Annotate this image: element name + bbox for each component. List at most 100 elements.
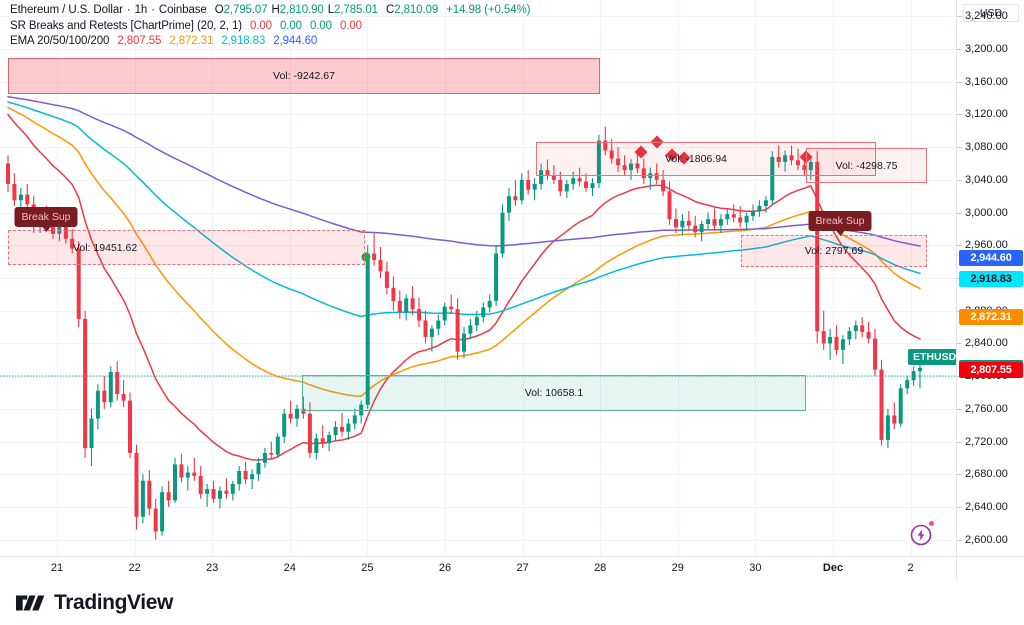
candle-body-92 bbox=[596, 140, 601, 184]
price-tick-6: 3,000.00 bbox=[965, 206, 1008, 219]
legend-high-value: 2,810.90 bbox=[279, 4, 324, 16]
time-scale[interactable]: 21 22 23 24 25 26 27 28 29 30 Dec 2 bbox=[0, 556, 956, 580]
candle-106 bbox=[686, 211, 691, 231]
candle-body-15 bbox=[102, 390, 107, 403]
zone-support-bottom-label: Vol: 10658.1 bbox=[524, 387, 584, 399]
candle-115 bbox=[744, 212, 749, 231]
candle-body-67 bbox=[436, 320, 441, 329]
candle-112 bbox=[725, 208, 730, 225]
candle-90 bbox=[584, 173, 588, 193]
candle-65 bbox=[423, 310, 428, 344]
gridline-horizontal-12 bbox=[0, 147, 956, 149]
candle-24 bbox=[160, 486, 165, 536]
candle-body-85 bbox=[551, 175, 556, 180]
candle-body-99 bbox=[641, 168, 646, 179]
retest-marker-3 bbox=[677, 151, 691, 165]
candle-30 bbox=[198, 466, 203, 499]
price-tickmark-7 bbox=[957, 245, 962, 247]
candle-37 bbox=[243, 462, 248, 484]
time-tick-9: 30 bbox=[749, 562, 762, 574]
price-tickmark-0 bbox=[957, 16, 962, 18]
legend-indicator-name[interactable]: SR Breaks and Retests [ChartPrime] (20, … bbox=[10, 19, 242, 32]
candle-107 bbox=[693, 215, 698, 238]
candle-142 bbox=[918, 363, 922, 389]
candle-116 bbox=[751, 204, 755, 221]
zone-support-bottom: Vol: 10658.1 bbox=[302, 375, 806, 411]
candle-body-119 bbox=[770, 157, 775, 201]
candle-body-68 bbox=[442, 306, 447, 321]
legend-symbol-row[interactable]: Ethereum / U.S. Dollar · 1h · Coinbase O2,795… bbox=[10, 3, 710, 19]
candle-body-16 bbox=[108, 372, 113, 403]
legend-ema-row[interactable]: EMA 20/50/100/200 2,807.55 2,872.31 2,918.8… bbox=[10, 34, 710, 50]
candle-body-53 bbox=[346, 423, 351, 432]
time-tick-2: 23 bbox=[206, 562, 219, 574]
break-sup-tag-right[interactable]: Break Sup bbox=[808, 211, 872, 236]
candle-body-80 bbox=[519, 179, 524, 201]
candle-131 bbox=[847, 327, 852, 345]
candle-body-48 bbox=[314, 438, 319, 453]
legend-ema-name[interactable]: EMA 20/50/100/200 bbox=[10, 35, 110, 47]
candle-body-72 bbox=[468, 325, 473, 334]
candle-body-25 bbox=[166, 492, 171, 501]
candle-10 bbox=[70, 228, 75, 254]
candle-113 bbox=[731, 204, 736, 223]
price-tick-0: 3,240.00 bbox=[965, 10, 1008, 23]
candle-137 bbox=[885, 408, 890, 449]
ema50-price-pill[interactable]: 2,872.31 bbox=[959, 308, 1023, 325]
ema100-price-pill[interactable]: 2,918.83 bbox=[959, 270, 1023, 287]
candle-body-88 bbox=[571, 178, 576, 184]
price-tickmark-5 bbox=[957, 179, 962, 181]
price-tickmark-14 bbox=[957, 474, 962, 476]
legend-interval[interactable]: 1h bbox=[134, 4, 148, 16]
candle-129 bbox=[834, 325, 839, 355]
candle-73 bbox=[474, 310, 479, 332]
ema20-price-pill[interactable]: 2,807.55 bbox=[959, 361, 1023, 378]
gridline-horizontal-11 bbox=[0, 179, 956, 181]
candle-body-108 bbox=[699, 224, 704, 233]
candle-body-82 bbox=[532, 184, 537, 190]
candle-body-18 bbox=[121, 394, 126, 401]
candle-127 bbox=[821, 310, 826, 350]
candle-88 bbox=[571, 171, 576, 190]
candle-body-27 bbox=[179, 464, 184, 478]
price-series-svg bbox=[0, 95, 956, 540]
candle-39 bbox=[256, 457, 261, 481]
legend-indicator-row[interactable]: SR Breaks and Retests [ChartPrime] (20, … bbox=[10, 19, 710, 35]
candle-body-47 bbox=[307, 413, 312, 453]
candle-body-118 bbox=[763, 200, 768, 206]
price-scale[interactable]: USD 3,240.00 3,200.00 3,160.00 3,120.00 3,08… bbox=[956, 0, 1024, 556]
candle-94 bbox=[609, 139, 614, 164]
candle-body-110 bbox=[712, 219, 717, 226]
legend-exchange[interactable]: Coinbase bbox=[158, 4, 207, 16]
candle-body-83 bbox=[539, 170, 544, 184]
candle-body-130 bbox=[840, 339, 845, 350]
candle-body-0 bbox=[6, 163, 10, 184]
candle-97 bbox=[629, 159, 633, 180]
candle-body-133 bbox=[860, 325, 865, 332]
break-sup-tag-left[interactable]: Break Sup bbox=[14, 207, 78, 232]
legend-indicator-values: 0.00 0.00 0.00 0.00 bbox=[250, 20, 362, 32]
candle-36 bbox=[237, 466, 242, 491]
lightning-bolt-icon[interactable] bbox=[909, 521, 935, 547]
candle-body-90 bbox=[584, 181, 588, 188]
legend-symbol-name[interactable]: Ethereum / U.S. Dollar bbox=[10, 4, 123, 16]
legend-indicator-value-2: 0.00 bbox=[309, 19, 332, 32]
candle-52 bbox=[340, 412, 344, 437]
candle-47 bbox=[307, 402, 312, 458]
candle-body-76 bbox=[494, 253, 499, 301]
price-tick-4: 3,080.00 bbox=[965, 141, 1008, 154]
chart-plot-area[interactable]: Vol: -9242.67 Vol: 19451.62 Vol: -1806.9… bbox=[0, 0, 956, 556]
candle-78 bbox=[507, 188, 511, 221]
ema200-price-pill[interactable]: 2,944.60 bbox=[959, 249, 1023, 266]
candle-body-139 bbox=[898, 388, 903, 424]
candle-35 bbox=[230, 480, 235, 501]
gridline-horizontal-10 bbox=[0, 212, 956, 214]
candle-50 bbox=[327, 431, 332, 452]
candle-body-56 bbox=[365, 253, 370, 405]
candle-66 bbox=[429, 325, 434, 352]
gridline-vertical-3 bbox=[290, 0, 291, 556]
lightning-badge[interactable] bbox=[909, 520, 935, 547]
candle-72 bbox=[468, 318, 473, 340]
candle-38 bbox=[250, 469, 255, 489]
gridline-horizontal-9 bbox=[0, 245, 956, 247]
